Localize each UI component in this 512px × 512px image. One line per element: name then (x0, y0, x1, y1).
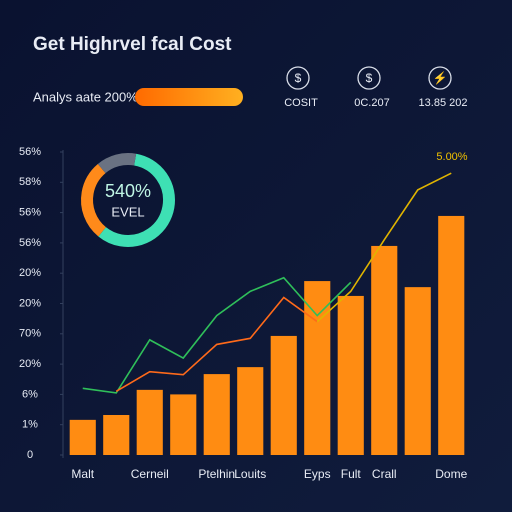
progress-bar (135, 88, 243, 106)
bar (203, 374, 230, 455)
y-tick-label: 20% (19, 297, 41, 309)
stat-label: COSIT (284, 97, 318, 109)
line (82, 276, 352, 394)
progress-label: Analys aate 200% (33, 89, 138, 104)
title: Get Highrvel fcal Cost (33, 34, 232, 55)
x-tick-label: Cerneil (131, 467, 169, 481)
bar (337, 295, 364, 455)
bar (371, 245, 398, 455)
donut-label: 540% (105, 181, 151, 201)
donut-sublabel: EVEL (111, 204, 144, 219)
bar (270, 335, 297, 455)
y-tick-label: 6% (22, 388, 38, 400)
bar (103, 415, 130, 455)
bar (136, 389, 163, 455)
stat-icon-ring (286, 66, 310, 90)
x-tick-label: Ptelhin (198, 467, 235, 481)
x-tick-label: Crall (372, 467, 397, 481)
line (316, 172, 452, 323)
donut-segment (81, 153, 175, 248)
bar (404, 287, 431, 455)
stat-icon: $ (366, 71, 373, 85)
y-tick-label: 20% (19, 358, 41, 370)
donut-segment (81, 153, 175, 248)
stat-icon: ⚡ (433, 71, 448, 85)
y-tick-label: 70% (19, 328, 41, 340)
bar (69, 419, 96, 455)
y-tick-label: 56% (19, 146, 41, 158)
bar (170, 394, 197, 455)
stats: $ COSIT $0C.207 ⚡ 13.85 202 (284, 66, 468, 109)
stat-label: 0C.207 (354, 97, 389, 109)
donut: 540% EVEL (81, 153, 175, 248)
annotation: 5.00% (436, 151, 467, 163)
y-tick-label: 56% (19, 237, 41, 249)
y-tick-label: 0 (27, 449, 33, 461)
y-tick-label: 1% (22, 419, 38, 431)
x-tick-label: Dome (435, 467, 467, 481)
bar (237, 367, 264, 455)
x-tick-label: Eyps (304, 467, 331, 481)
plot: 0 1% 6% 20% 70% 20% 20% 56% 56% 58% 56% Malt Cerneil… (19, 146, 468, 481)
stat-label: 13.85 202 (419, 97, 468, 109)
bar (304, 281, 331, 455)
stat-icon: $ (295, 71, 302, 85)
stat-icon-ring (428, 66, 452, 90)
stat-icon-ring (357, 66, 381, 90)
y-tick-label: 56% (19, 207, 41, 219)
x-tick-label: Louits (234, 467, 266, 481)
x-tick-label: Fult (341, 467, 362, 481)
y-tick-label: 20% (19, 267, 41, 279)
x-tick-label: Malt (71, 467, 94, 481)
bar (438, 215, 465, 455)
y-tick-label: 58% (19, 176, 41, 188)
line (115, 296, 318, 393)
